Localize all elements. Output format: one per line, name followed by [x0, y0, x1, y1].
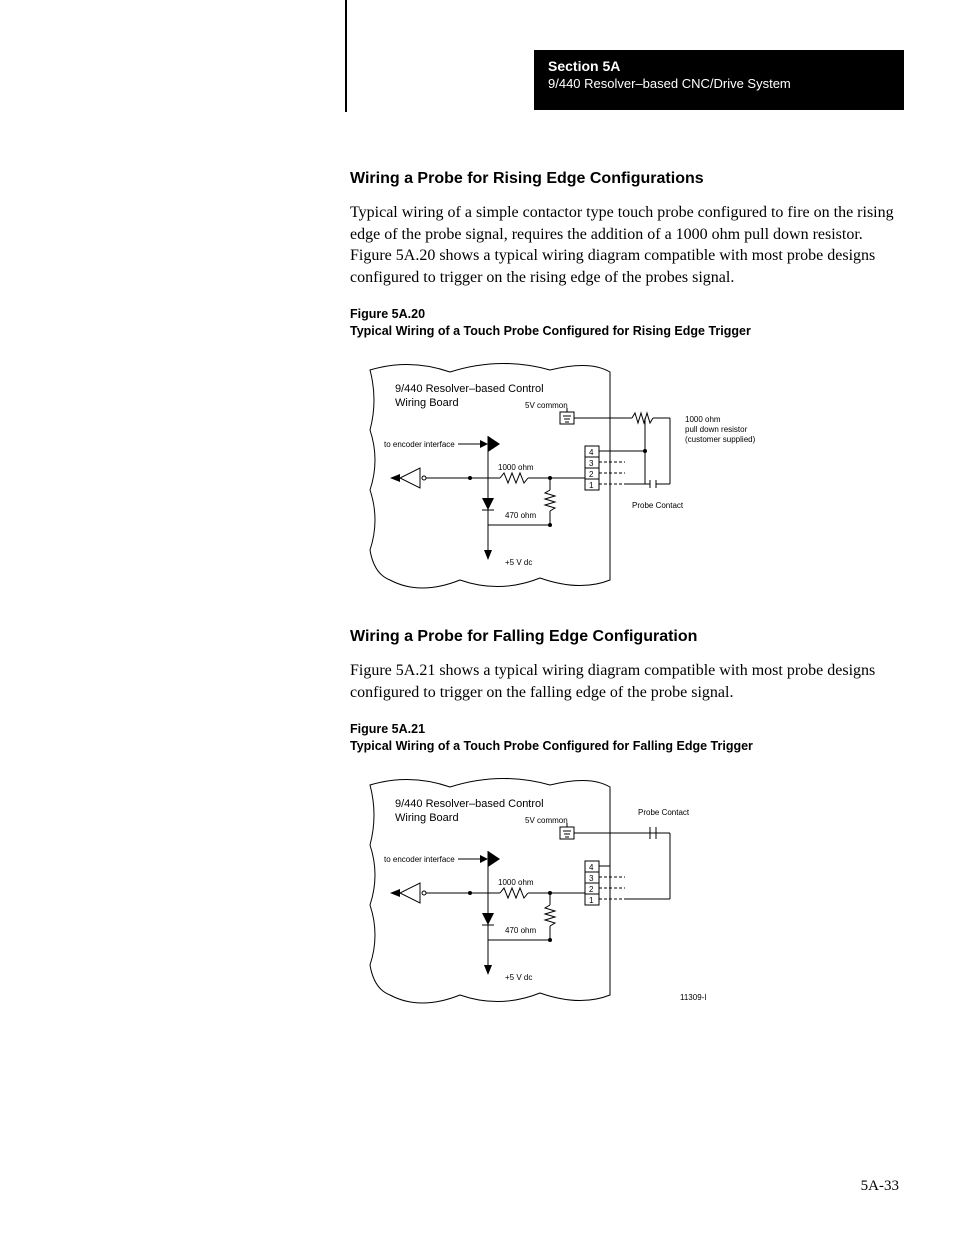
svg-text:2: 2	[589, 470, 594, 479]
figure-caption-rising: Figure 5A.20 Typical Wiring of a Touch P…	[350, 306, 905, 340]
svg-text:470 ohm: 470 ohm	[505, 926, 536, 935]
to-encoder-label: to encoder interface	[384, 440, 455, 449]
svg-text:1: 1	[589, 481, 594, 490]
diagram-falling: 9/440 Resolver–based Control Wiring Boar…	[350, 765, 810, 1015]
fig-title: Typical Wiring of a Touch Probe Configur…	[350, 324, 751, 338]
svg-text:Probe Contact: Probe Contact	[638, 808, 690, 817]
drawing-id: 11309-I	[680, 993, 707, 1002]
r470-label: 470 ohm	[505, 511, 536, 520]
page-number: 5A-33	[861, 1178, 899, 1195]
svg-text:Wiring Board: Wiring Board	[395, 812, 459, 824]
figure-caption-falling: Figure 5A.21 Typical Wiring of a Touch P…	[350, 721, 905, 755]
svg-text:2: 2	[589, 885, 594, 894]
fig-title: Typical Wiring of a Touch Probe Configur…	[350, 739, 753, 753]
svg-text:1000 ohm: 1000 ohm	[498, 878, 534, 887]
probe-contact-label: Probe Contact	[632, 501, 684, 510]
heading-falling: Wiring a Probe for Falling Edge Configur…	[350, 628, 905, 646]
svg-text:3: 3	[589, 874, 594, 883]
r1000-label: 1000 ohm	[498, 463, 534, 472]
board-label1: 9/440 Resolver–based Control	[395, 383, 544, 395]
svg-text:+5 V dc: +5 V dc	[505, 973, 532, 982]
terminal-block: 4 3 2 1	[585, 446, 599, 490]
svg-text:3: 3	[589, 459, 594, 468]
page-content: Wiring a Probe for Rising Edge Configura…	[350, 170, 905, 1015]
board-label2: Wiring Board	[395, 397, 459, 409]
svg-text:5V common: 5V common	[525, 816, 568, 825]
fig-num: Figure 5A.20	[350, 307, 425, 321]
svg-text:to encoder interface: to encoder interface	[384, 855, 455, 864]
fig-num: Figure 5A.21	[350, 722, 425, 736]
svg-text:4: 4	[589, 448, 594, 457]
heading-rising: Wiring a Probe for Rising Edge Configura…	[350, 170, 905, 188]
paragraph-falling: Figure 5A.21 shows a typical wiring diag…	[350, 660, 905, 703]
svg-text:1: 1	[589, 896, 594, 905]
paragraph-rising: Typical wiring of a simple contactor typ…	[350, 202, 905, 288]
pulldown3: (customer supplied)	[685, 435, 756, 444]
section-subtitle: 9/440 Resolver–based CNC/Drive System	[548, 76, 890, 91]
diagram-rising: 9/440 Resolver–based Control Wiring Boar…	[350, 350, 810, 600]
pulldown1: 1000 ohm	[685, 415, 721, 424]
v5-common-label: 5V common	[525, 401, 568, 410]
pulldown2: pull down resistor	[685, 425, 748, 434]
vertical-rule	[345, 0, 347, 112]
v5dc-label: +5 V dc	[505, 558, 532, 567]
section-header: Section 5A 9/440 Resolver–based CNC/Driv…	[534, 50, 904, 110]
section-number: Section 5A	[548, 58, 890, 74]
svg-text:4: 4	[589, 863, 594, 872]
svg-text:9/440 Resolver–based Control: 9/440 Resolver–based Control	[395, 798, 544, 810]
